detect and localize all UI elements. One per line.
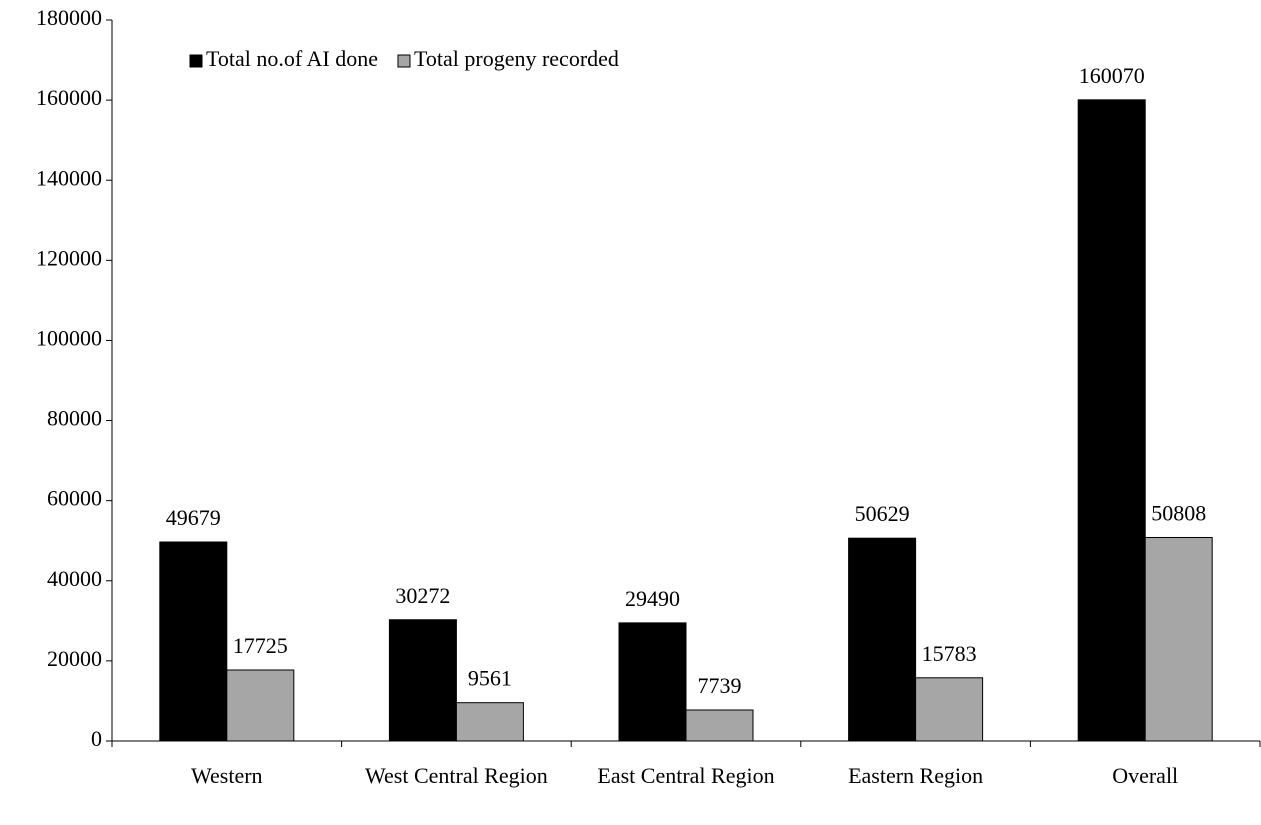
value-label: 7739 (698, 673, 742, 698)
legend-label: Total no.of AI done (206, 46, 378, 71)
value-label: 15783 (922, 641, 977, 666)
y-tick-label: 120000 (36, 245, 102, 270)
x-tick-label: Overall (1112, 763, 1179, 788)
y-tick-label: 180000 (36, 5, 102, 30)
legend-label: Total progeny recorded (414, 46, 619, 71)
legend-swatch (397, 54, 411, 68)
value-label: 50629 (855, 501, 910, 526)
y-tick-label: 0 (91, 726, 102, 751)
x-tick-label: East Central Region (597, 763, 775, 788)
bar (226, 669, 295, 742)
value-label: 17725 (233, 633, 288, 658)
value-label: 50808 (1151, 501, 1206, 526)
bar (388, 619, 457, 742)
x-tick-label: West Central Region (365, 763, 548, 788)
y-tick-label: 40000 (47, 566, 102, 591)
value-label: 49679 (166, 505, 221, 530)
x-tick-label: Eastern Region (848, 763, 984, 788)
y-tick-label: 160000 (36, 85, 102, 110)
bar (455, 702, 524, 742)
y-tick-label: 80000 (47, 406, 102, 431)
value-label: 30272 (395, 583, 450, 608)
bar (618, 622, 687, 742)
bar (1077, 99, 1146, 742)
bar (848, 537, 917, 742)
bar (685, 709, 754, 742)
bar (915, 677, 984, 742)
bar (1144, 536, 1213, 742)
value-label: 160070 (1079, 63, 1145, 88)
legend-swatch (189, 54, 203, 68)
y-tick-label: 140000 (36, 165, 102, 190)
x-tick-label: Western (191, 763, 263, 788)
y-tick-label: 60000 (47, 486, 102, 511)
y-tick-label: 20000 (47, 646, 102, 671)
value-label: 29490 (625, 586, 680, 611)
y-tick-label: 100000 (36, 325, 102, 350)
bar (159, 541, 228, 742)
value-label: 9561 (468, 666, 512, 691)
